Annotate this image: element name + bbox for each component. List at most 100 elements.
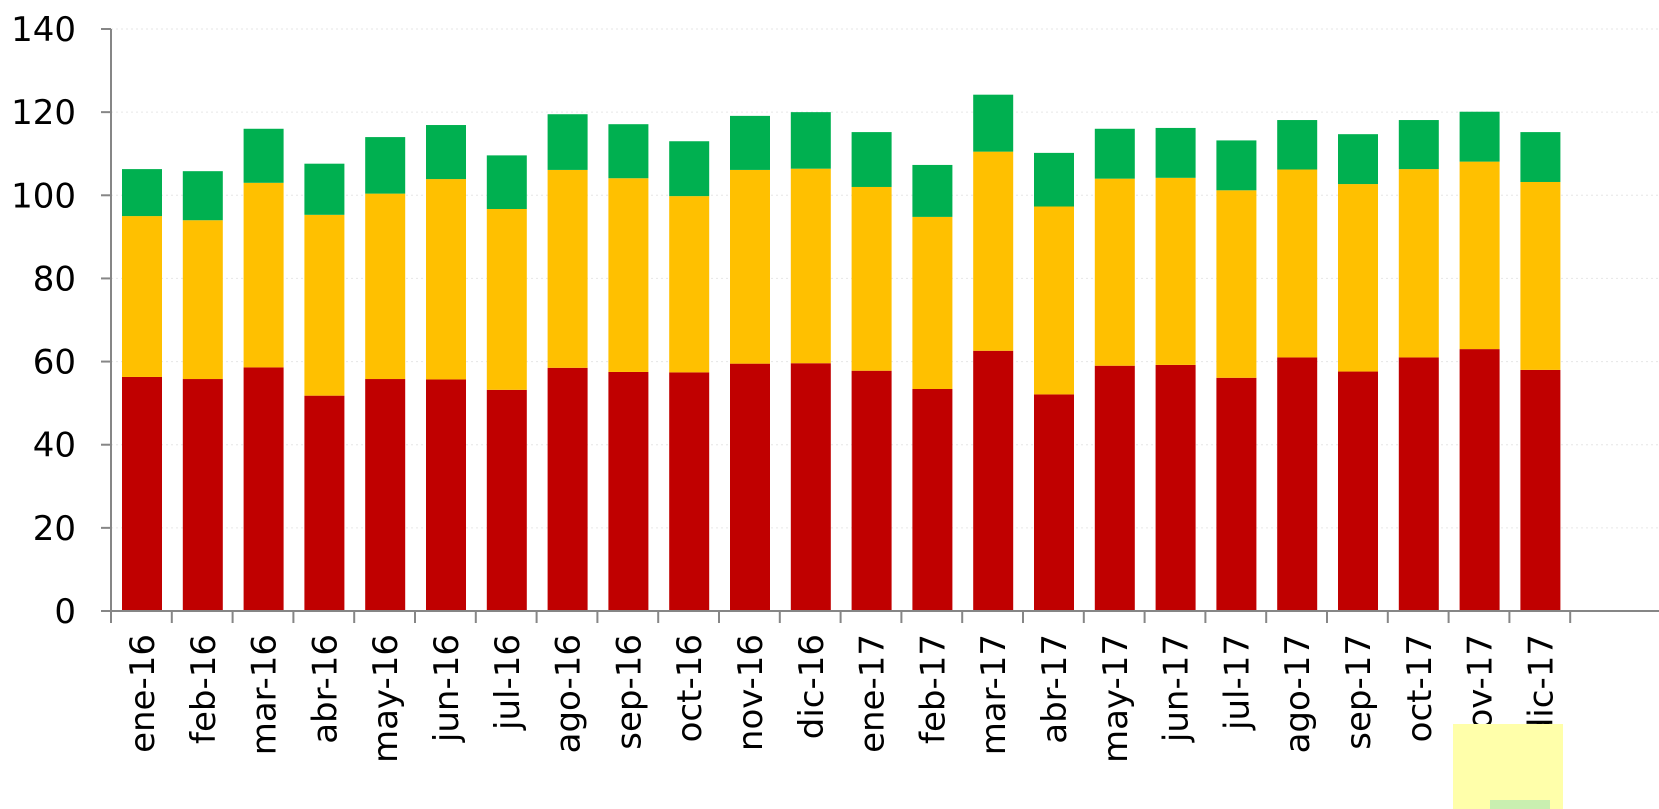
x-tick-label: oct-17 <box>1400 634 1440 742</box>
bar-segment-sep-16-s1 <box>608 371 649 611</box>
bar-segment-abr-16-s3 <box>304 163 345 215</box>
bar-segment-jul-16-s3 <box>486 155 527 210</box>
bar-segment-jun-17-s3 <box>1155 127 1196 178</box>
bars <box>122 94 1561 611</box>
bar-segment-jun-16-s2 <box>426 179 466 380</box>
x-tick-label: sep-17 <box>1339 634 1379 750</box>
bar-segment-sep-16-s2 <box>608 178 649 372</box>
x-tick-label: ago-16 <box>549 634 589 753</box>
bar-segment-dic-16-s1 <box>790 363 831 611</box>
bar-segment-dic-16-s3 <box>790 112 831 169</box>
bar-segment-dic-16-s2 <box>790 168 831 364</box>
bar-segment-feb-17-s2 <box>912 216 953 390</box>
bar-segment-nov-17-s3 <box>1459 111 1500 162</box>
bar-segment-jun-16-s1 <box>426 379 466 611</box>
bar-segment-abr-17-s3 <box>1034 152 1074 207</box>
bar-segment-sep-16-s3 <box>608 124 649 179</box>
x-tick-label: ago-17 <box>1278 634 1318 753</box>
x-tick-label: abr-17 <box>1035 634 1075 744</box>
y-tick-label: 140 <box>11 10 76 50</box>
bar-segment-jun-16-s3 <box>426 125 466 180</box>
bar-segment-mar-17-s2 <box>973 151 1014 351</box>
bar-segment-nov-17-s2 <box>1459 161 1500 350</box>
x-tick-label: jun-16 <box>427 634 467 743</box>
x-tick-label: ene-16 <box>123 634 163 753</box>
bar-segment-jul-16-s2 <box>486 209 527 390</box>
corner-highlight-patch <box>1453 724 1563 809</box>
x-tick-label: may-17 <box>1096 634 1136 763</box>
bar-segment-ene-16-s1 <box>122 376 162 611</box>
bar-segment-oct-17-s1 <box>1398 357 1439 611</box>
axes <box>101 28 1659 623</box>
bar-segment-oct-16-s1 <box>669 372 710 611</box>
bar-segment-nov-17-s1 <box>1459 349 1500 611</box>
bar-segment-oct-17-s3 <box>1398 120 1439 170</box>
bar-segment-mar-17-s1 <box>973 350 1014 611</box>
x-tick-label: jul-17 <box>1217 634 1257 731</box>
bar-segment-ene-16-s2 <box>122 216 162 377</box>
bar-segment-dic-17-s3 <box>1520 132 1561 182</box>
bar-segment-feb-17-s3 <box>912 164 953 217</box>
bar-segment-ago-16-s2 <box>547 169 588 368</box>
y-tick-label: 80 <box>33 259 76 299</box>
bar-segment-nov-16-s2 <box>730 169 770 364</box>
bar-segment-nov-16-s1 <box>730 363 770 611</box>
bar-segment-sep-17-s3 <box>1338 134 1378 185</box>
bar-segment-oct-16-s2 <box>669 196 710 373</box>
bar-segment-may-17-s1 <box>1094 365 1135 611</box>
x-tick-label: may-16 <box>366 634 406 763</box>
bar-segment-may-16-s2 <box>365 193 406 380</box>
x-tick-label: mar-16 <box>245 634 285 755</box>
x-tick-label: jun-17 <box>1157 634 1197 743</box>
x-tick-label: dic-16 <box>792 634 832 739</box>
y-tick-label: 60 <box>33 343 76 383</box>
bar-segment-abr-17-s1 <box>1034 394 1074 611</box>
bar-segment-ago-17-s1 <box>1277 357 1318 611</box>
y-tick-label: 120 <box>11 93 76 133</box>
bar-segment-may-17-s3 <box>1094 128 1135 179</box>
bar-segment-may-16-s1 <box>365 379 406 611</box>
bar-segment-abr-17-s2 <box>1034 206 1074 395</box>
x-tick-label: feb-17 <box>913 634 953 744</box>
x-tick-label: mar-17 <box>974 634 1014 755</box>
y-tick-label: 20 <box>33 509 76 549</box>
bar-segment-ene-16-s3 <box>122 169 162 217</box>
bar-segment-nov-16-s3 <box>730 115 770 170</box>
bar-segment-may-16-s3 <box>365 137 406 194</box>
bar-segment-feb-16-s2 <box>182 220 223 380</box>
x-tick-label: ene-17 <box>853 634 893 753</box>
bar-segment-mar-17-s3 <box>973 94 1014 152</box>
bar-segment-may-17-s2 <box>1094 178 1135 366</box>
bar-segment-feb-16-s3 <box>182 171 223 221</box>
bar-segment-mar-16-s1 <box>243 367 284 611</box>
bar-segment-oct-17-s2 <box>1398 169 1439 358</box>
bar-segment-ene-17-s3 <box>851 132 892 187</box>
bar-segment-feb-16-s1 <box>182 379 223 611</box>
bar-segment-dic-17-s2 <box>1520 181 1561 370</box>
x-tick-label: dic-17 <box>1521 634 1561 739</box>
tick-labels: 0 20 40 60 80 100 120 140 ene-16 feb-16 mar-16 abr-… <box>11 10 1561 763</box>
x-tick-label: sep-16 <box>609 634 649 750</box>
bar-segment-ago-16-s1 <box>547 367 588 611</box>
x-tick-label: feb-16 <box>184 634 224 744</box>
bar-segment-feb-17-s1 <box>912 389 953 611</box>
bar-segment-jul-17-s1 <box>1216 377 1257 611</box>
bar-segment-jul-16-s1 <box>486 389 527 611</box>
bar-segment-mar-16-s3 <box>243 128 284 183</box>
y-tick-label: 100 <box>11 176 76 216</box>
x-tick-label: jul-16 <box>488 634 528 731</box>
x-tick-label: nov-16 <box>731 634 771 751</box>
y-tick-label: 0 <box>54 592 76 632</box>
bar-segment-ago-17-s3 <box>1277 120 1318 170</box>
bar-segment-jun-17-s2 <box>1155 177 1196 365</box>
corner-green-patch <box>1490 800 1550 809</box>
x-tick-label: oct-16 <box>670 634 710 742</box>
bar-segment-ene-17-s2 <box>851 186 892 371</box>
bar-segment-ago-16-s3 <box>547 114 588 170</box>
bar-segment-jun-17-s1 <box>1155 364 1196 611</box>
x-tick-label: abr-16 <box>305 634 345 744</box>
bar-segment-abr-16-s1 <box>304 395 345 611</box>
bar-segment-dic-17-s1 <box>1520 369 1561 611</box>
